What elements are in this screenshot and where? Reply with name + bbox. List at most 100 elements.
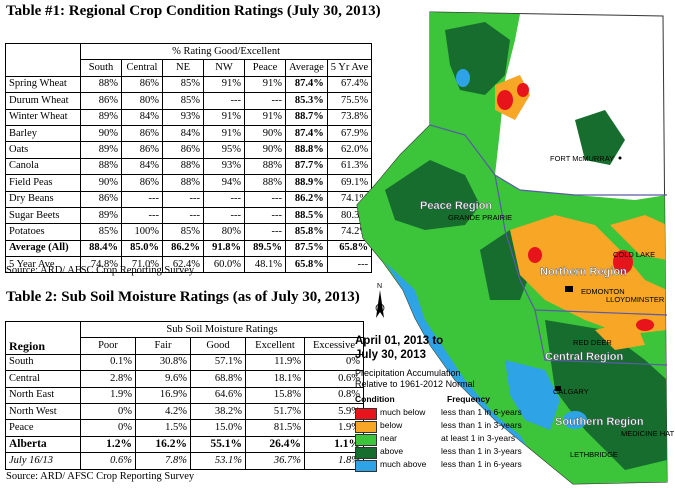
legend-swatch: [355, 447, 377, 459]
north-arrow-label: N: [377, 283, 382, 290]
table-cell: 38.2%: [190, 402, 246, 421]
table-cell: 81.5%: [245, 419, 305, 437]
table-cell: 100%: [121, 223, 163, 241]
row-label: Barley: [5, 124, 81, 143]
table-row: Dry Beans 86% --- --- --- --- 86.2% 74.1%: [5, 190, 373, 208]
legend-condition: above: [380, 446, 404, 456]
table1-source: Source: ARD/ AFSC Crop Reporting Survey: [6, 265, 195, 276]
much-below-normal-area: [636, 319, 654, 331]
legend-condition-header: Condition: [355, 394, 395, 404]
table-cell: 7.8%: [135, 452, 191, 470]
legend-frequency-header: Frequency: [447, 394, 490, 404]
row-label: Peace: [5, 419, 81, 437]
table-cell: 69.1%: [326, 174, 373, 192]
legend-item: below less than 1 in 3-years: [355, 420, 575, 433]
table-cell: 62.4%: [162, 256, 204, 274]
table-cell: 0%: [80, 402, 136, 421]
much-below-normal-area: [497, 90, 513, 110]
table-row: Barley 90% 86% 84% 91% 90% 87.4% 67.9%: [5, 124, 373, 143]
region-label-northern: Northern Region: [540, 266, 627, 278]
table-cell: 36.7%: [245, 452, 305, 470]
row-label: Potatoes: [5, 223, 81, 241]
legend-swatch: [355, 434, 377, 446]
map-title-line1: April 01, 2013 to: [355, 335, 444, 347]
row-label: Average (All): [5, 239, 81, 258]
table-cell: 91%: [244, 108, 286, 126]
table-cell: 84%: [121, 108, 163, 126]
table-cell: 85.3%: [285, 92, 328, 110]
legend-frequency: less than 1 in 6-years: [441, 407, 522, 417]
region-boundaries: [429, 124, 668, 366]
table-cell: 68.8%: [190, 370, 246, 388]
table-cell: ---: [203, 92, 245, 110]
five-year-row: 5 Year Ave 74.8% 71.0% 62.4% 60.0% 48.1% 65.8%…: [5, 256, 373, 274]
subsoil-moisture-table: Sub Soil Moisture Ratings Region Poor Fa…: [5, 320, 364, 470]
legend-item: much below less than 1 in 6-years: [355, 407, 575, 420]
table-cell: 95%: [203, 141, 245, 159]
city-label: MEDICINE HAT: [621, 429, 675, 438]
table-row: Canola 88% 84% 88% 93% 88% 87.7% 61.3%: [5, 157, 373, 176]
table-cell: 16.9%: [135, 386, 191, 404]
table-cell: 88%: [244, 157, 286, 176]
row-label: South: [5, 353, 81, 372]
city-label: FORT McMURRAY: [550, 154, 614, 163]
average-row: Average (All) 88.4% 85.0% 86.2% 91.8% 89.5% 87…: [5, 239, 373, 258]
legend-condition: below: [380, 420, 403, 430]
much-above-normal-area: [563, 411, 587, 429]
legend-frequency: less than 1 in 3-years: [441, 420, 522, 430]
table-cell: 93%: [162, 108, 204, 126]
row-label: Dry Beans: [5, 190, 81, 208]
table-cell: 60.0%: [203, 256, 245, 274]
table-cell: 86%: [121, 174, 163, 192]
table-cell: 91%: [244, 75, 286, 94]
row-label: Central: [5, 370, 81, 388]
precipitation-map: FORT McMURRAY GRANDE PRAIRIE COLD LAKE E…: [356, 11, 675, 485]
legend-condition: much above: [380, 459, 427, 469]
city-label: LLOYDMINSTER: [606, 295, 665, 304]
table-cell: 48.1%: [244, 256, 286, 274]
table-cell: 86.2%: [285, 190, 328, 208]
table-cell: ---: [121, 206, 163, 225]
table-cell: 90%: [80, 124, 122, 143]
table-row: Central 2.8% 9.6% 68.8% 18.1% 0.6%: [5, 370, 364, 388]
city-label: COLD LAKE: [613, 250, 655, 259]
table2-title: Table 2: Sub Soil Moisture Ratings (as o…: [6, 289, 360, 305]
table-cell: 88%: [80, 157, 122, 176]
table-cell: 65.8%: [285, 256, 328, 274]
above-normal-area: [385, 160, 480, 230]
table-cell: 64.6%: [190, 386, 246, 404]
table-row: Potatoes 85% 100% 85% 80% --- 85.8% 74.2%: [5, 223, 373, 241]
table-cell: 88.7%: [285, 108, 328, 126]
row-label: North East: [5, 386, 81, 404]
row-label: Field Peas: [5, 174, 81, 192]
table-cell: 87.5%: [285, 239, 328, 258]
table-cell: 85.8%: [285, 223, 328, 241]
table-cell: 86%: [162, 141, 204, 159]
table1-title: Table #1: Regional Crop Condition Rating…: [6, 3, 381, 19]
column-header: Central: [121, 59, 163, 77]
alberta-row: Alberta 1.2% 16.2% 55.1% 26.4% 1.1%: [5, 435, 364, 454]
table-cell: 86%: [80, 190, 122, 208]
region-header: Region: [5, 337, 81, 355]
table-cell: 1.2%: [80, 435, 136, 454]
table-row: Peace 0% 1.5% 15.0% 81.5% 1.9%: [5, 419, 364, 437]
below-normal-area: [595, 320, 645, 350]
table-cell: 57.1%: [190, 353, 246, 372]
city-label: EDMONTON: [581, 287, 625, 296]
legend-condition: much below: [380, 407, 426, 417]
city-label: RED DEER: [573, 338, 612, 347]
table-cell: 84%: [162, 124, 204, 143]
table-cell: 89%: [80, 141, 122, 159]
table-cell: 90%: [244, 141, 286, 159]
table-cell: 88%: [244, 174, 286, 192]
table-cell: 85%: [80, 223, 122, 241]
table-cell: 16.2%: [135, 435, 191, 454]
table-cell: 91.8%: [203, 239, 245, 258]
below-normal-area: [510, 215, 667, 335]
prior-date-row: July 16/13 0.6% 7.8% 53.1% 36.7% 1.8%: [5, 452, 364, 470]
table-cell: 85%: [162, 92, 204, 110]
table-cell: 89%: [80, 108, 122, 126]
table-cell: 88.8%: [285, 141, 328, 159]
table-cell: 2.8%: [80, 370, 136, 388]
city-markers: [555, 156, 622, 391]
